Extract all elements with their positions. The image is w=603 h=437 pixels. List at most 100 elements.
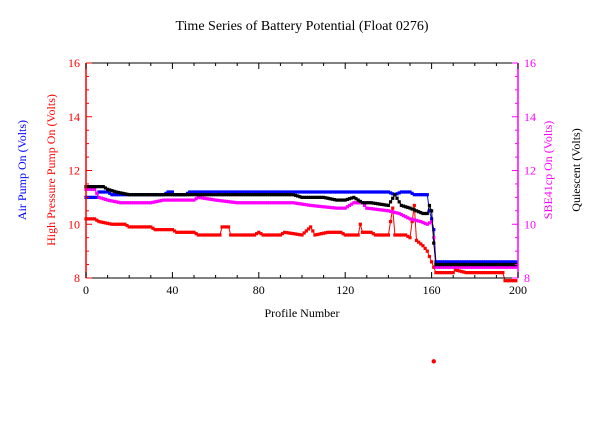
data-point — [242, 193, 246, 197]
data-point — [144, 201, 149, 205]
data-point — [261, 193, 265, 197]
data-point — [386, 203, 390, 208]
data-point — [369, 207, 373, 211]
data-point — [207, 197, 211, 201]
data-point — [432, 265, 436, 269]
data-point — [112, 199, 116, 204]
data-point — [101, 185, 105, 189]
data-point — [395, 192, 399, 196]
data-point — [423, 193, 427, 197]
data-point — [222, 193, 226, 197]
data-point — [315, 204, 319, 208]
data-point — [99, 185, 103, 189]
data-point — [194, 197, 198, 201]
data-point — [414, 209, 419, 213]
data-point — [90, 217, 95, 221]
x-tick-label: 200 — [509, 283, 527, 297]
data-point — [339, 206, 343, 210]
data-point — [425, 211, 429, 216]
series-layer — [84, 185, 518, 364]
data-point — [203, 233, 207, 237]
left-y-tick-label: 12 — [68, 164, 80, 178]
data-point — [127, 201, 131, 205]
right-y-tick-label: 14 — [524, 110, 536, 124]
data-point — [496, 271, 501, 275]
data-point — [494, 260, 498, 264]
data-point — [412, 193, 416, 197]
data-point — [244, 233, 248, 237]
data-point — [410, 191, 414, 195]
data-point — [417, 219, 421, 223]
data-point — [114, 190, 118, 194]
data-point — [101, 190, 105, 194]
data-point — [363, 201, 367, 205]
data-point — [97, 195, 101, 199]
data-point — [380, 190, 384, 194]
data-point — [268, 233, 272, 237]
data-point — [419, 193, 423, 197]
data-point — [393, 193, 397, 197]
data-point — [203, 190, 207, 194]
data-point — [274, 233, 278, 237]
data-point — [233, 233, 237, 237]
data-point — [153, 228, 157, 232]
data-point — [285, 201, 289, 205]
data-point — [414, 218, 419, 223]
data-point — [388, 191, 393, 195]
data-point — [408, 217, 412, 221]
x-axis-title: Profile Number — [265, 306, 340, 320]
data-point — [268, 193, 272, 197]
data-point — [367, 201, 371, 205]
data-point — [226, 193, 231, 197]
data-point — [196, 233, 200, 237]
data-point — [170, 198, 174, 202]
data-point — [285, 193, 289, 197]
data-point — [250, 201, 254, 205]
data-point — [242, 190, 246, 194]
data-point — [224, 199, 228, 204]
data-point — [475, 265, 479, 269]
data-point — [272, 233, 276, 237]
data-point — [332, 198, 336, 202]
data-point — [181, 230, 185, 234]
data-point — [250, 193, 254, 197]
data-point — [287, 201, 291, 205]
data-point — [272, 193, 276, 197]
data-point — [170, 193, 174, 197]
data-point — [103, 197, 108, 201]
data-point — [112, 189, 116, 193]
data-point — [103, 221, 108, 225]
data-point — [367, 206, 371, 210]
data-point — [311, 229, 315, 233]
data-point — [229, 233, 233, 237]
data-point — [250, 233, 254, 237]
data-point — [451, 271, 455, 275]
data-point — [88, 195, 92, 199]
data-point — [337, 198, 341, 202]
data-point — [404, 205, 408, 209]
data-point — [203, 193, 207, 197]
data-point — [326, 230, 330, 234]
data-point — [214, 190, 218, 194]
data-point — [196, 195, 200, 199]
data-point — [95, 218, 99, 222]
data-point — [121, 191, 125, 195]
data-point — [408, 236, 412, 240]
data-point — [347, 203, 352, 208]
right-y-tick-label: 16 — [524, 56, 536, 70]
data-point — [442, 260, 447, 264]
data-point — [274, 201, 278, 205]
data-point — [330, 190, 334, 194]
data-point — [95, 191, 99, 195]
data-point — [190, 190, 194, 194]
data-point — [455, 260, 460, 264]
data-point — [421, 211, 425, 216]
data-point — [427, 254, 432, 259]
data-point — [198, 190, 203, 194]
data-point — [99, 220, 103, 224]
data-point — [177, 230, 181, 234]
data-point — [410, 217, 414, 222]
data-point — [125, 201, 129, 205]
left-y-tick-label: 16 — [68, 56, 80, 70]
data-point — [224, 190, 228, 194]
